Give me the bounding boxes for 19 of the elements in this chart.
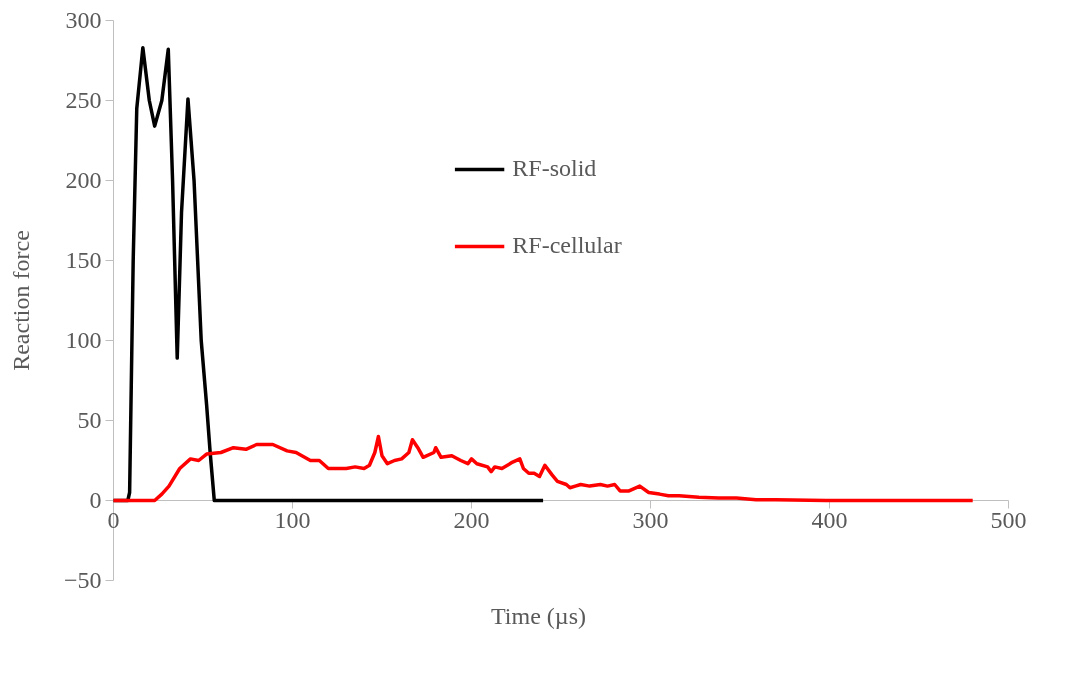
line-series [111, 434, 975, 503]
x-tick-label: 200 [453, 506, 490, 533]
y-tick-label: 100 [65, 327, 102, 353]
y-axis-title: Reaction force [7, 230, 34, 371]
x-tick-label: 0 [107, 506, 120, 533]
x-tick-label: 300 [632, 506, 669, 533]
x-tick-label: 400 [811, 506, 848, 533]
y-tick-label: 0 [89, 487, 102, 513]
y-tick-label: −50 [63, 567, 102, 593]
x-axis-title: Time (µs) [491, 602, 586, 629]
y-tick-label: 50 [77, 407, 102, 433]
y-tick-label: 200 [65, 167, 102, 193]
y-tick-label: 300 [65, 7, 102, 33]
y-tick-label: 250 [65, 87, 102, 113]
legend-label: RF-solid [512, 155, 597, 182]
y-tick-label: 150 [65, 247, 102, 273]
x-tick-label: 500 [990, 506, 1027, 533]
legend-label: RF-cellular [512, 232, 622, 259]
x-tick-label: 100 [274, 506, 311, 533]
